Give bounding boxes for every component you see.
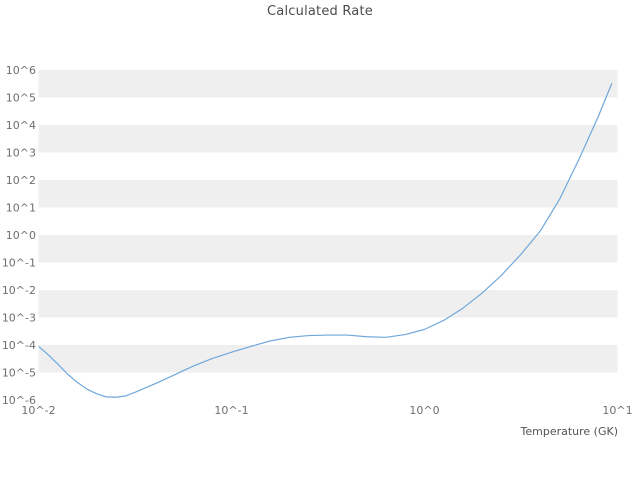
y-tick-label: 10^-6 — [2, 394, 36, 407]
x-tick-label: 10^0 — [409, 404, 439, 417]
grid-band — [38, 235, 618, 263]
y-tick-label: 10^4 — [6, 119, 36, 132]
grid-band — [38, 125, 618, 153]
grid-band — [38, 180, 618, 208]
y-tick-label: 10^-5 — [2, 367, 36, 380]
y-tick-label: 10^1 — [6, 202, 36, 215]
rate-curve — [38, 83, 613, 398]
x-tick-label: 10^-2 — [21, 404, 55, 417]
y-tick-label: 10^-3 — [2, 312, 36, 325]
y-tick-label: 10^0 — [6, 229, 36, 242]
y-tick-label: 10^-2 — [2, 284, 36, 297]
grid-band — [38, 70, 618, 98]
x-axis-label: Temperature (GK) — [520, 425, 619, 438]
y-tick-label: 10^3 — [6, 147, 36, 160]
x-tick-label: 10^-1 — [214, 404, 248, 417]
x-tick-label: 10^1 — [602, 404, 632, 417]
y-tick-label: 10^6 — [6, 64, 36, 77]
chart-title: Calculated Rate — [267, 4, 373, 19]
grid-band — [38, 290, 618, 318]
y-tick-label: 10^-1 — [2, 257, 36, 270]
grid-band — [38, 345, 618, 373]
y-tick-label: 10^-4 — [2, 339, 36, 352]
y-tick-label: 10^5 — [6, 92, 36, 105]
y-tick-label: 10^2 — [6, 174, 36, 187]
